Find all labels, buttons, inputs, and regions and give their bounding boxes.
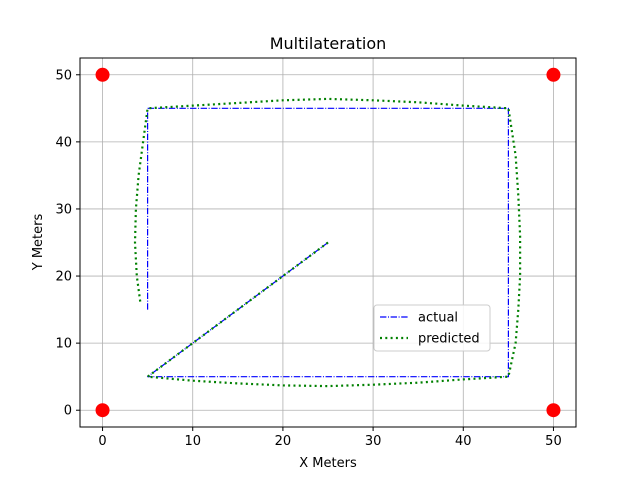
y-tick-label: 30 (55, 202, 72, 217)
anchor-point (546, 67, 561, 82)
series-layer (133, 97, 522, 388)
legend-label: predicted (418, 332, 480, 347)
y-tick-label: 10 (55, 337, 72, 352)
grid-lines (80, 58, 576, 427)
y-tick-label: 50 (55, 68, 72, 83)
anchor-points (95, 67, 561, 418)
legend: actual predicted (373, 304, 491, 352)
series-line-actual (147, 107, 509, 378)
chart-title: Multilateration (270, 34, 387, 53)
y-axis-label: Y Meters (31, 214, 46, 272)
y-tick-label: 20 (55, 270, 72, 285)
anchor-point (95, 67, 110, 82)
x-tick-label: 50 (545, 434, 562, 449)
y-tick-label: 0 (64, 404, 72, 419)
axis-ticks: 0 10 20 30 40 50 0 10 20 30 40 50 (55, 68, 561, 449)
anchor-point (95, 403, 110, 418)
x-tick-label: 30 (365, 434, 382, 449)
series-line-predicted (133, 97, 522, 388)
legend-label: actual (418, 311, 458, 326)
anchor-point (546, 403, 561, 418)
y-tick-label: 40 (55, 135, 72, 150)
x-tick-label: 0 (98, 434, 106, 449)
x-axis-label: X Meters (299, 456, 357, 471)
x-tick-label: 10 (184, 434, 201, 449)
x-tick-label: 20 (275, 434, 292, 449)
plot-frame (79, 57, 577, 428)
x-tick-label: 40 (455, 434, 472, 449)
